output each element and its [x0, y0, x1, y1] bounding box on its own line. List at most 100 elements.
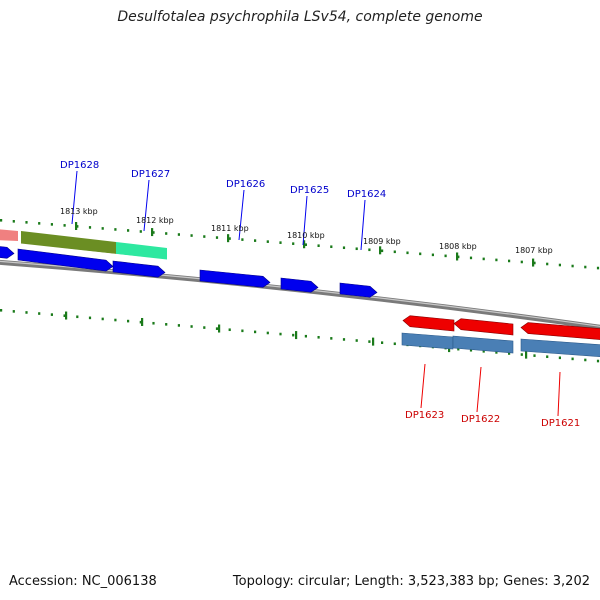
label-leader-line — [71, 170, 78, 225]
ring-dot — [76, 225, 79, 228]
forward-gene-arrow — [339, 282, 378, 298]
ring-dot — [38, 222, 41, 225]
ring-dot — [444, 254, 447, 258]
ring-dot — [63, 314, 66, 317]
ring-dot — [190, 234, 193, 237]
accession-label: Accession: NC_006138 — [9, 574, 157, 589]
ring-dot — [330, 337, 333, 340]
ring-dot — [228, 328, 231, 332]
forward-gene-arrow — [280, 277, 319, 293]
ring-dot — [63, 224, 66, 227]
label-leader-line — [302, 195, 308, 246]
ring-dot — [25, 221, 28, 224]
ring-dot — [330, 245, 333, 249]
ring-dot — [558, 356, 561, 360]
olive-feature — [21, 231, 116, 254]
ring-dot — [571, 357, 574, 361]
ring-dot — [241, 238, 244, 241]
major-tick — [151, 228, 154, 237]
reverse-gene-arrow — [520, 322, 600, 340]
ring-dot — [304, 243, 307, 246]
feature-edge — [20, 243, 168, 261]
ring-dot — [50, 313, 53, 316]
map-title: Desulfotalea psychrophila LSv54, complet… — [117, 9, 483, 25]
major-tick — [525, 350, 528, 359]
ring-dot — [584, 265, 587, 269]
ring-dot — [495, 351, 498, 354]
ring-dot — [139, 320, 142, 324]
ring-dot — [88, 226, 92, 229]
major-tick — [372, 337, 375, 346]
ring-dot — [165, 323, 168, 326]
label-leader-line — [476, 366, 482, 413]
label-leader-line — [238, 189, 245, 241]
ring-dot — [203, 235, 206, 238]
forward-gene-label: DP1628 — [60, 160, 99, 171]
ring-dot — [152, 321, 155, 325]
reverse-gene-arrow — [453, 318, 514, 336]
reverse-gene-label: DP1623 — [405, 410, 444, 421]
major-tick — [227, 234, 230, 243]
forward-gene-arrow — [112, 260, 166, 278]
kbp-tick-label: 1809 kbp — [363, 237, 401, 246]
ring-dot — [12, 220, 15, 223]
ring-dot — [393, 250, 396, 254]
ring-dot — [279, 332, 282, 336]
ring-dot — [381, 249, 384, 253]
forward-gene-label: DP1624 — [347, 189, 386, 200]
ring-dot — [127, 229, 130, 232]
ring-dot — [215, 236, 219, 239]
ring-dot — [520, 353, 523, 356]
ring-dot — [292, 333, 295, 337]
ring-dot — [76, 315, 79, 319]
ring-dot — [177, 324, 180, 327]
ring-dot — [520, 260, 523, 264]
ring-dot — [114, 228, 117, 231]
ring-dot — [101, 317, 104, 321]
kbp-tick-label: 1810 kbp — [287, 231, 325, 240]
ring-dot — [38, 312, 41, 315]
ring-dot — [546, 355, 549, 359]
ring-dot — [50, 223, 53, 226]
ring-dot — [431, 253, 434, 257]
ring-dot — [139, 230, 142, 233]
ring-dot — [266, 240, 269, 243]
ring-dot — [152, 231, 155, 234]
major-tick — [379, 246, 382, 255]
forward-gene-arrow — [17, 248, 114, 272]
ring-dot — [558, 263, 561, 267]
salmon-feature — [0, 229, 18, 241]
ring-dot — [88, 316, 92, 320]
major-tick — [295, 331, 298, 340]
ring-dot — [596, 266, 600, 270]
ring-dot — [101, 227, 104, 230]
ring-dot — [482, 257, 485, 261]
ring-dot — [508, 259, 511, 263]
kbp-tick-label: 1807 kbp — [515, 246, 553, 255]
kbp-tick-label: 1811 kbp — [211, 224, 249, 233]
label-leader-line — [360, 199, 366, 251]
genome-summary: Topology: circular; Length: 3,523,383 bp… — [232, 574, 590, 589]
kbp-tick-label: 1813 kbp — [60, 207, 98, 216]
gene-labels: DP1628 DP1627 DP1626 DP1625 DP1624 DP1623 DP16… — [60, 160, 580, 429]
forward-gene-arrow — [199, 269, 271, 288]
ring-dot — [254, 330, 257, 334]
ring-dot — [254, 239, 257, 242]
ring-dot — [25, 311, 28, 314]
ring-dot — [0, 219, 3, 222]
ring-dot — [342, 246, 346, 250]
reverse-gene-label: DP1622 — [461, 414, 500, 425]
reverse-gene-arrow — [402, 315, 455, 332]
ring-dot — [457, 347, 460, 351]
ring-dot — [241, 329, 244, 333]
forward-gene-label: DP1626 — [226, 179, 265, 190]
ring-dot — [165, 232, 168, 235]
ring-dot — [177, 233, 180, 236]
ring-dot — [317, 244, 320, 247]
ring-dot — [228, 237, 231, 240]
ring-dot — [279, 241, 282, 244]
ring-dot — [203, 326, 206, 329]
ring-dot — [571, 264, 574, 268]
outer-tick-ring — [0, 219, 600, 270]
